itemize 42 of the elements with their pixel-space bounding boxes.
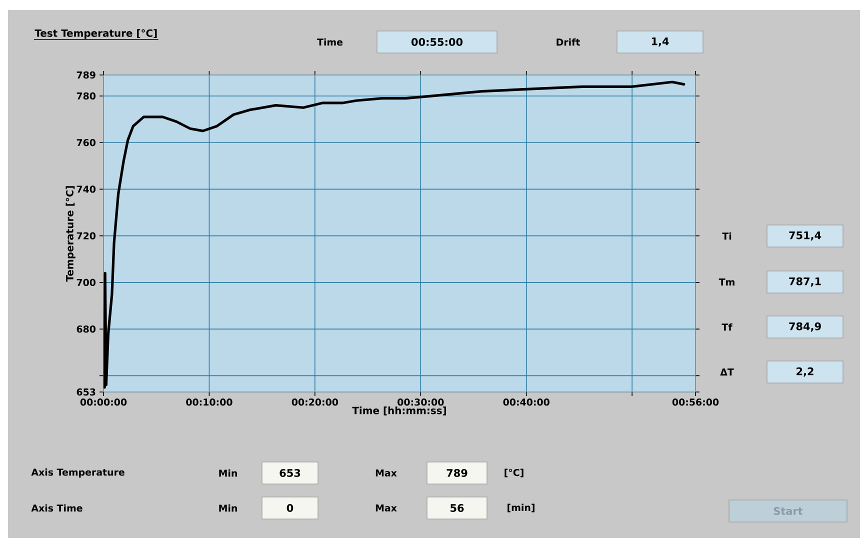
text: Max bbox=[376, 469, 397, 477]
x-tick-label: 00:40:00 bbox=[503, 398, 550, 406]
text: Ti bbox=[722, 232, 732, 240]
text: Axis Temperature bbox=[31, 468, 124, 478]
y-tick-label: 780 bbox=[76, 92, 96, 100]
text: Time bbox=[317, 38, 343, 46]
y-tick-label: 740 bbox=[76, 186, 96, 193]
text: Drift bbox=[556, 38, 580, 46]
text: 1,4 bbox=[652, 37, 669, 47]
text: [°C] bbox=[504, 468, 524, 478]
x-tick-label: 00:20:00 bbox=[292, 398, 338, 406]
x-tick-label: 00:30:00 bbox=[398, 398, 444, 406]
y-axis-title: Temperature [°C] bbox=[66, 186, 76, 282]
text: 653 bbox=[280, 469, 300, 477]
text: 00:55:00 bbox=[411, 38, 463, 46]
text: 0 bbox=[286, 504, 294, 512]
text: 56 bbox=[450, 504, 464, 512]
y-tick-label: 653 bbox=[76, 388, 96, 396]
text: ΔT bbox=[720, 368, 734, 376]
y-tick-label: 760 bbox=[76, 139, 96, 146]
y-tick-label: 700 bbox=[76, 278, 96, 286]
y-tick-label: 720 bbox=[76, 232, 96, 240]
text: Tm bbox=[718, 278, 734, 286]
y-tick-label: 789 bbox=[76, 71, 96, 79]
text: Max bbox=[376, 504, 397, 512]
text: Min bbox=[219, 469, 237, 477]
text: 789 bbox=[446, 469, 468, 477]
x-tick-label: 00:10:00 bbox=[186, 398, 232, 406]
chart-title: Test Temperature [°C] bbox=[34, 29, 157, 39]
line-series bbox=[104, 80, 686, 389]
text: 751,4 bbox=[789, 231, 822, 241]
text: 787,1 bbox=[789, 277, 821, 287]
x-tick-label: 00:00:00 bbox=[80, 398, 127, 406]
x-axis-title: Time [hh:mm:ss] bbox=[352, 406, 446, 416]
text: Tf bbox=[722, 323, 732, 331]
text: 2,2 bbox=[796, 367, 814, 377]
text: 784,9 bbox=[789, 322, 821, 332]
y-tick-label: 680 bbox=[76, 325, 96, 333]
text: Axis Time bbox=[31, 504, 82, 512]
text: [min] bbox=[508, 504, 534, 512]
text: Min bbox=[219, 504, 237, 512]
x-tick-label: 00:56:00 bbox=[672, 398, 719, 406]
